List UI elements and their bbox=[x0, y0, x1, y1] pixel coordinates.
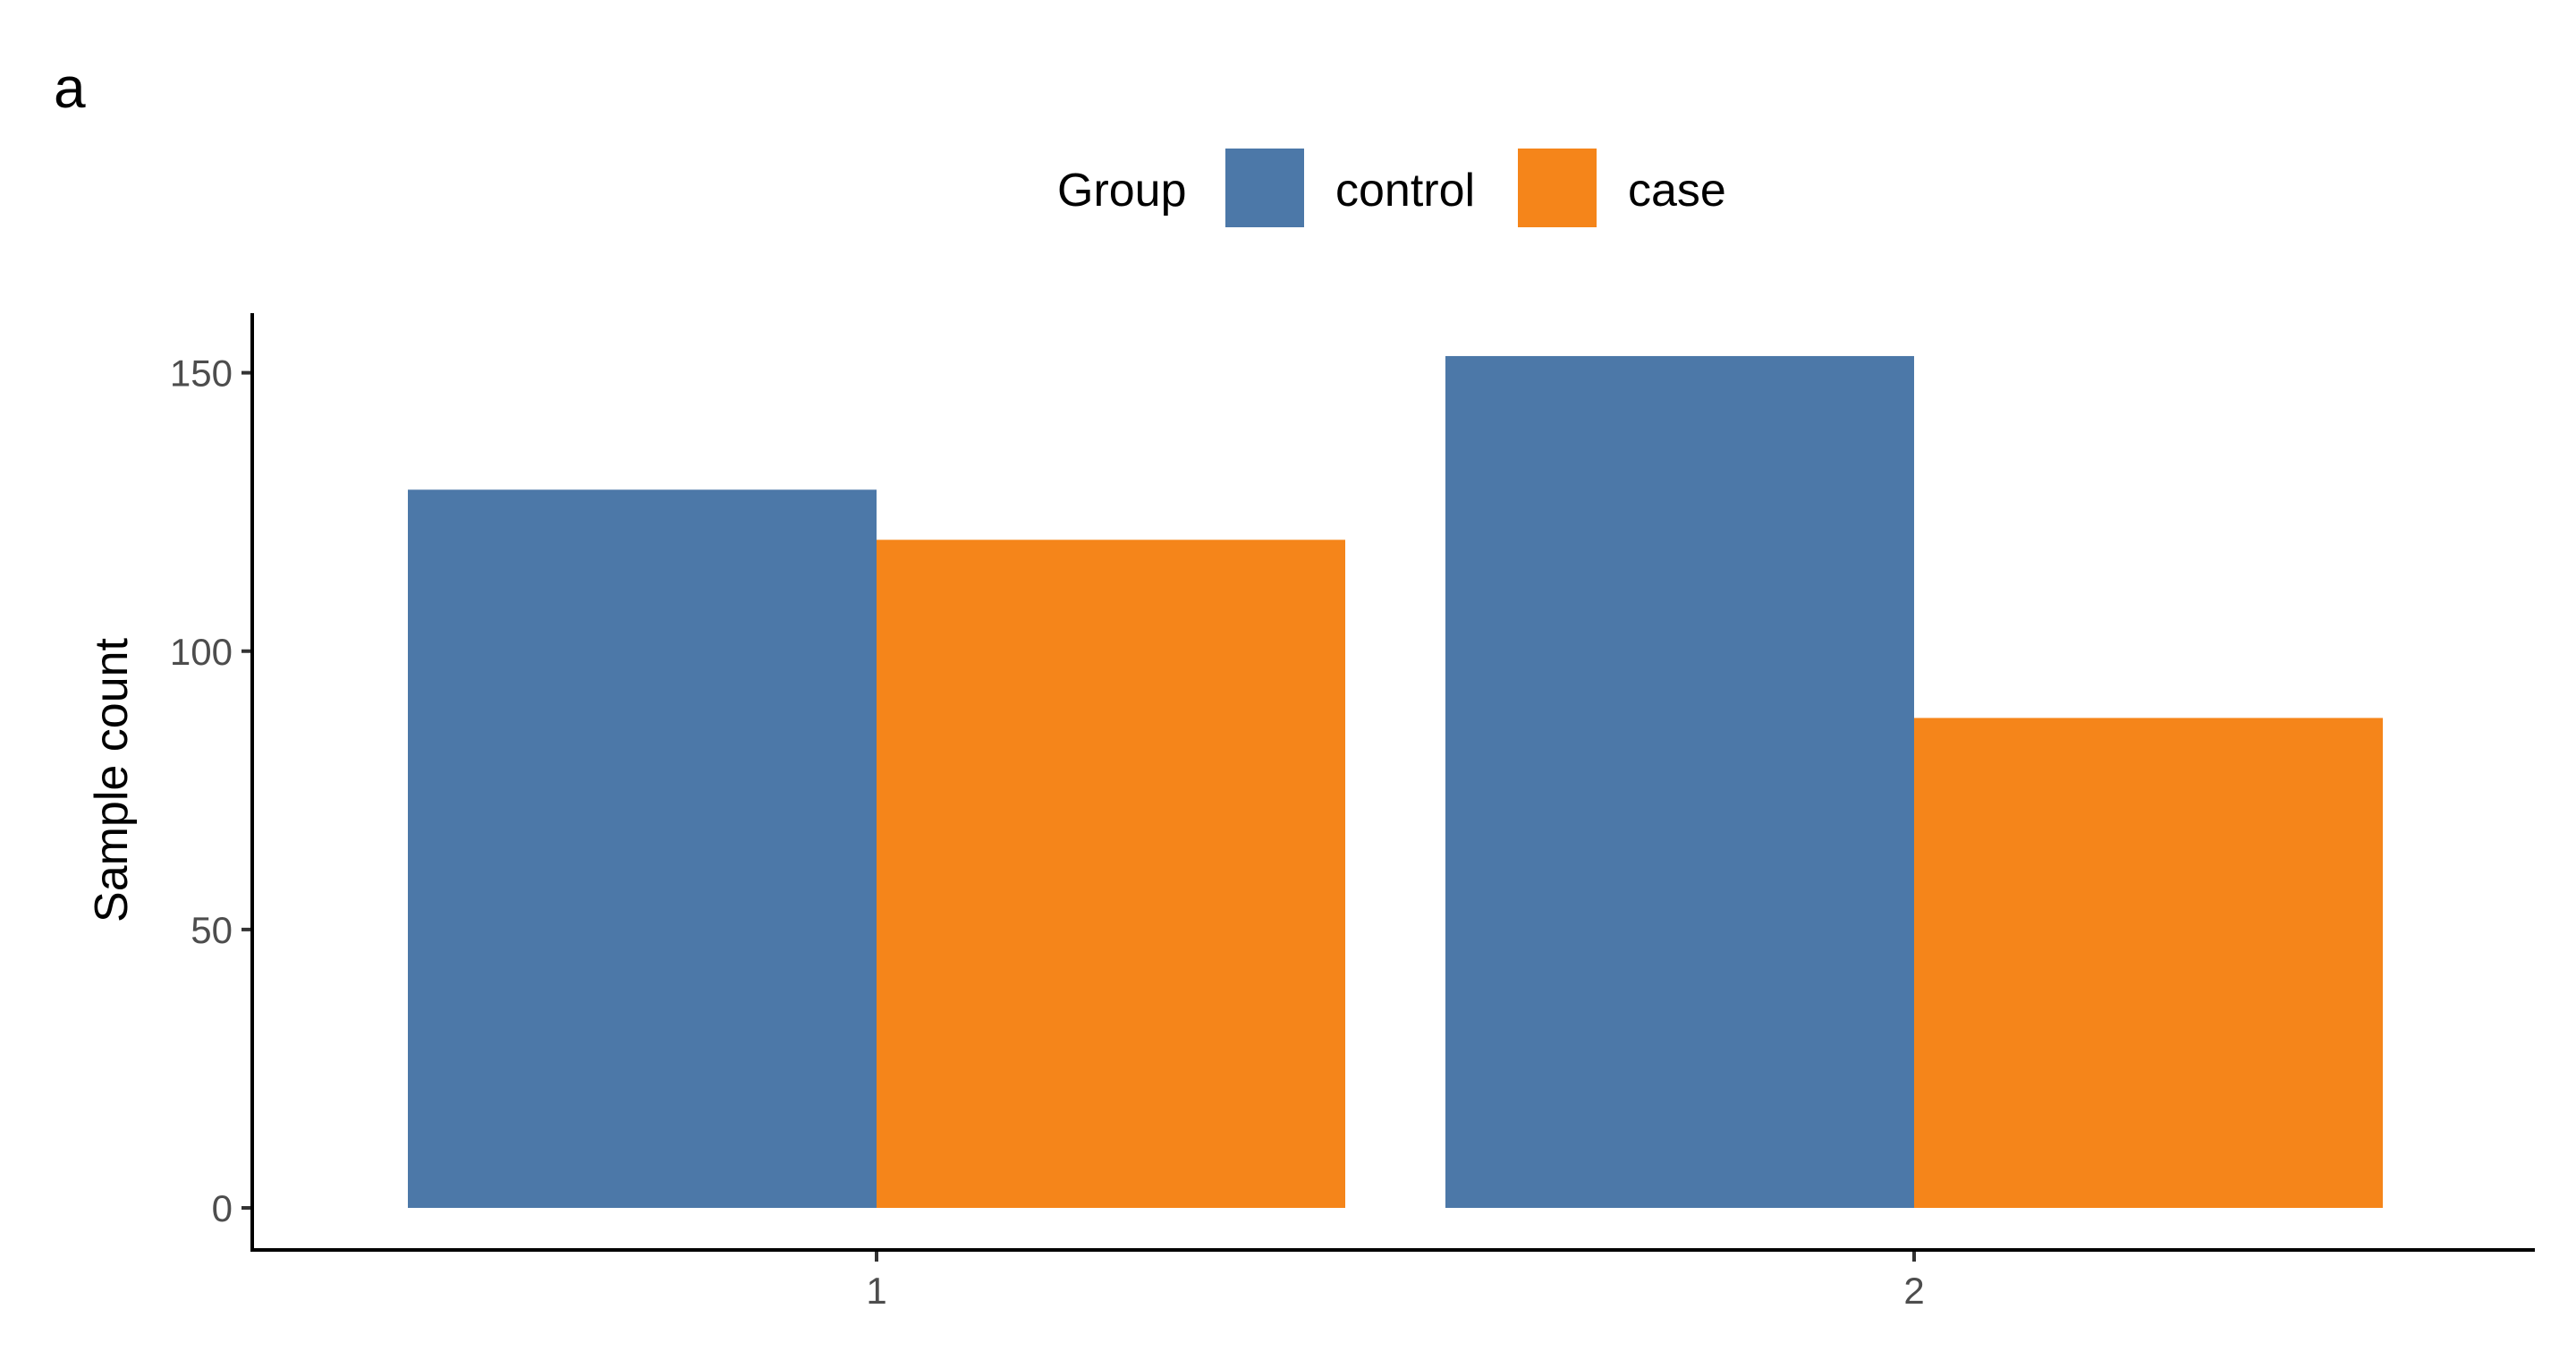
legend-label-control: control bbox=[1335, 165, 1475, 217]
bar-control-1 bbox=[408, 489, 877, 1208]
bar-case-1 bbox=[877, 540, 1345, 1208]
bar-control-2 bbox=[1445, 355, 1914, 1208]
bar-case-2 bbox=[1914, 718, 2383, 1208]
y-axis-title: Sample count bbox=[86, 637, 138, 922]
bars bbox=[408, 355, 2383, 1208]
legend-key-case bbox=[1518, 149, 1597, 227]
legend-key-control bbox=[1225, 149, 1304, 227]
y-axis-ticks: 0 50 100 150 bbox=[170, 353, 252, 1229]
y-tick-label-0: 0 bbox=[212, 1187, 233, 1229]
y-tick-label-100: 100 bbox=[170, 631, 233, 673]
legend: Group control case bbox=[1057, 149, 1726, 227]
legend-label-case: case bbox=[1628, 165, 1726, 217]
y-tick-label-50: 50 bbox=[191, 909, 233, 951]
panel-label: a bbox=[54, 55, 86, 120]
x-tick-label-2: 2 bbox=[1903, 1270, 1924, 1312]
y-tick-label-150: 150 bbox=[170, 353, 233, 395]
x-tick-label-1: 1 bbox=[866, 1270, 886, 1312]
legend-title: Group bbox=[1057, 165, 1187, 217]
